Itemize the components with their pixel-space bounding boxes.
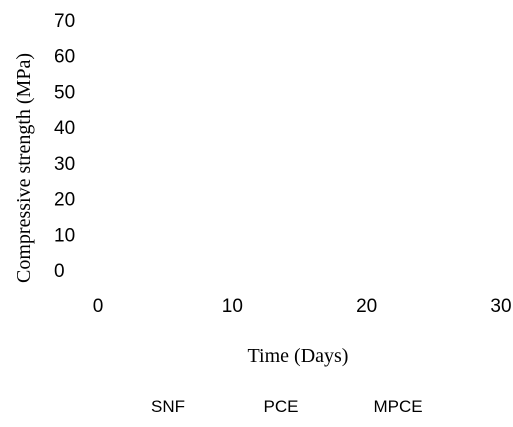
y-axis-tick-labels: 0 10 20 30 40 50 60 70	[54, 11, 75, 282]
x-axis-title: Time (Days)	[248, 345, 349, 367]
legend-label-mpce: MPCE	[373, 397, 422, 416]
y-tick-label: 40	[54, 118, 75, 139]
y-axis-title: Compressive strength (MPa)	[13, 53, 35, 283]
y-tick-label: 0	[54, 261, 65, 282]
y-tick-label: 60	[54, 47, 75, 68]
x-tick-label: 0	[93, 296, 104, 317]
x-tick-label: 10	[222, 296, 243, 317]
legend: SNF PCE MPCE	[151, 397, 423, 416]
y-tick-label: 20	[54, 190, 75, 211]
y-tick-label: 30	[54, 154, 75, 175]
legend-label-pce: PCE	[264, 397, 299, 416]
x-tick-label: 20	[356, 296, 377, 317]
y-tick-label: 70	[54, 11, 75, 32]
legend-label-snf: SNF	[151, 397, 185, 416]
x-axis-tick-labels: 0 10 20 30	[93, 296, 512, 317]
y-tick-label: 10	[54, 225, 75, 246]
y-tick-label: 50	[54, 82, 75, 103]
x-tick-label: 30	[490, 296, 511, 317]
